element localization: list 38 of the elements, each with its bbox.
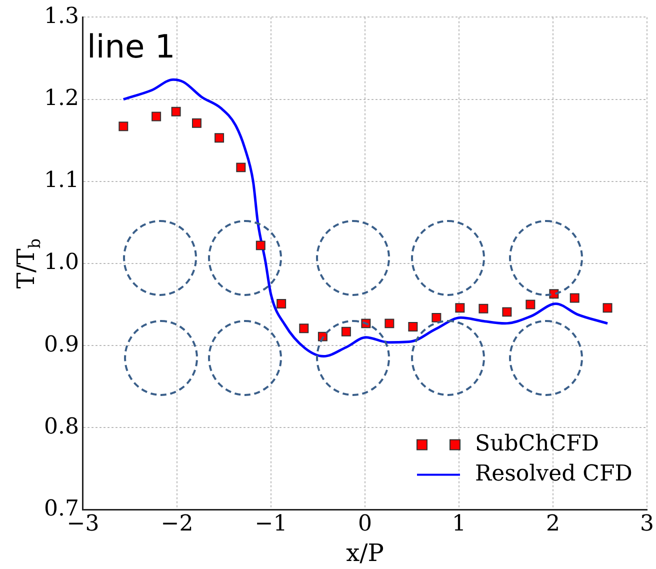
point [192, 118, 202, 128]
x-tick-label: 0 [358, 512, 372, 537]
point [118, 122, 128, 132]
y-tick-label: 0.7 [44, 496, 79, 522]
annotation: line 1 [86, 28, 176, 66]
y-tick-label: 1.0 [44, 250, 79, 276]
point [478, 304, 488, 314]
x-tick-label: 2 [546, 512, 560, 537]
legend-label: SubChCFD [475, 432, 600, 457]
point [299, 324, 309, 334]
point [432, 312, 442, 322]
point [341, 326, 351, 336]
y-tick-label: 0.8 [44, 414, 79, 440]
point [602, 303, 612, 313]
point [502, 307, 512, 317]
line-series [122, 78, 609, 358]
point [171, 106, 181, 116]
x-axis-title: x/P [346, 538, 384, 567]
point [236, 162, 246, 172]
point [256, 240, 266, 250]
point [455, 303, 465, 313]
y-tick-label: 1.3 [44, 4, 79, 29]
point [276, 298, 286, 308]
point [408, 322, 418, 332]
point [152, 112, 162, 122]
y-tick-label: 1.2 [44, 86, 79, 112]
x-tick-label: −1 [254, 512, 288, 537]
y-tick-label: 1.1 [44, 168, 79, 194]
point [214, 133, 224, 143]
x-tick-label: 3 [640, 512, 654, 537]
point [570, 293, 580, 303]
point [526, 300, 536, 310]
y-tick-label: 0.9 [44, 332, 79, 358]
x-tick-label: −2 [160, 512, 194, 537]
legend-label: Resolved CFD [475, 462, 632, 487]
y-axis-title: T/Tb [12, 238, 44, 289]
x-tick-label: 1 [452, 512, 466, 537]
point [384, 318, 394, 328]
